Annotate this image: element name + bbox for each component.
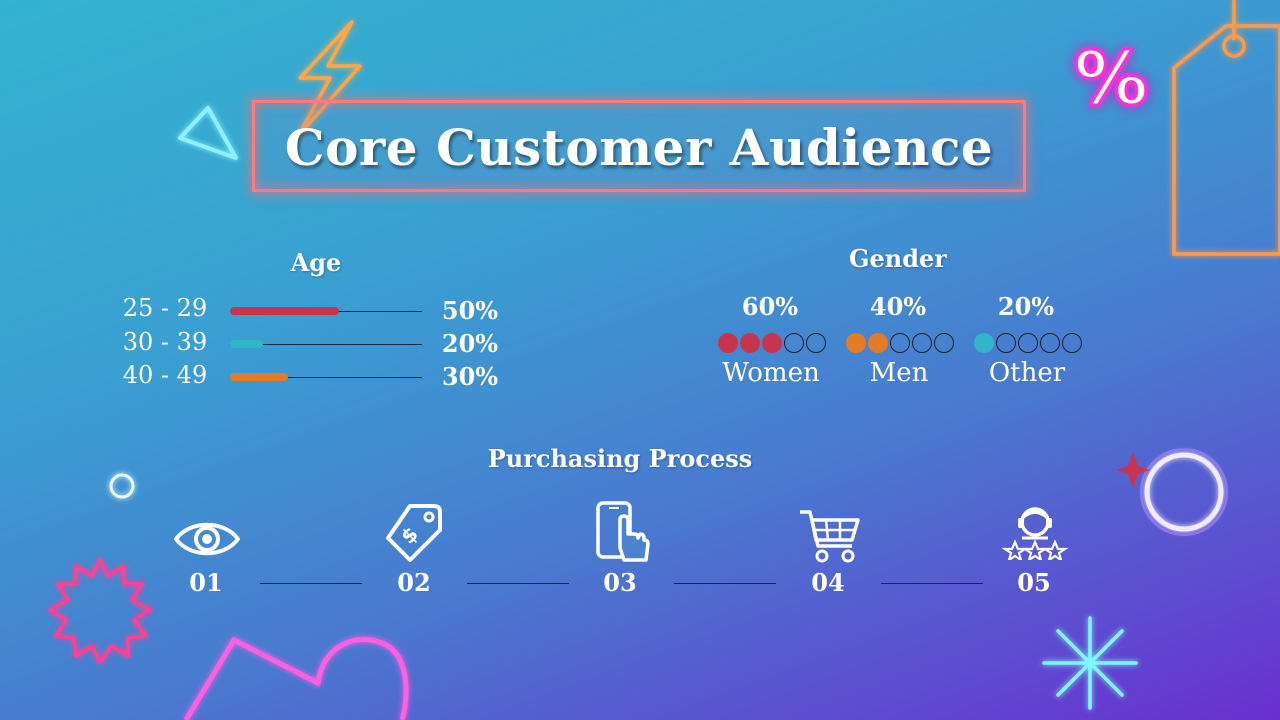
process-heading: Purchasing Process	[487, 444, 753, 473]
age-bar-fill	[230, 373, 288, 381]
empty-dot	[1040, 333, 1060, 353]
gender-label: Women	[722, 358, 820, 388]
age-row-label: 40 - 49	[122, 361, 208, 389]
filled-dot	[974, 333, 994, 353]
small-ring-icon	[109, 473, 135, 499]
shopping-cart-icon	[800, 510, 860, 563]
filled-dot	[762, 333, 782, 353]
empty-dot	[996, 333, 1016, 353]
sparkle-icon	[1116, 452, 1150, 488]
phone-tap-icon	[596, 501, 650, 562]
price-tag-icon: $	[386, 504, 442, 562]
gender-label: Men	[869, 358, 929, 388]
step-connector	[260, 583, 362, 584]
age-row-label: 30 - 39	[122, 328, 208, 356]
age-row-percent: 50%	[441, 296, 499, 325]
empty-dot	[912, 333, 932, 353]
percent-sign-icon: %	[1072, 35, 1149, 124]
step-number: 03	[603, 568, 637, 597]
step-number: 02	[397, 568, 431, 597]
filled-dot	[868, 333, 888, 353]
hanging-tag-icon	[1172, 0, 1280, 256]
step-connector	[881, 583, 983, 584]
customer-rating-icon	[1001, 507, 1069, 560]
age-heading: Age	[290, 248, 342, 277]
gender-heading: Gender	[849, 244, 947, 273]
svg-text:$: $	[396, 522, 423, 549]
asterisk-icon	[1042, 616, 1138, 710]
step-number: 04	[811, 568, 845, 597]
empty-dot	[934, 333, 954, 353]
age-row-percent: 30%	[441, 362, 499, 391]
empty-dot	[1018, 333, 1038, 353]
step-number: 05	[1017, 568, 1051, 597]
age-row-label: 25 - 29	[122, 294, 208, 322]
step-number: 01	[189, 568, 223, 597]
empty-dot	[890, 333, 910, 353]
empty-dot	[806, 333, 826, 353]
empty-dot	[1062, 333, 1082, 353]
gender-percent: 60%	[741, 292, 799, 321]
age-bar-fill	[230, 340, 263, 348]
step-connector	[674, 583, 776, 584]
gender-label: Other	[988, 358, 1066, 388]
step-connector	[467, 583, 569, 584]
age-row-percent: 20%	[441, 329, 499, 358]
title-frame	[252, 100, 1026, 192]
age-bar-fill	[230, 307, 339, 315]
age-bar-track	[230, 344, 422, 345]
ring-icon	[1144, 452, 1224, 532]
gender-percent: 20%	[997, 292, 1055, 321]
filled-dot	[740, 333, 760, 353]
gender-percent: 40%	[869, 292, 927, 321]
empty-dot	[784, 333, 804, 353]
eye-icon	[174, 522, 240, 556]
triangle-icon	[178, 106, 238, 160]
starburst-icon	[48, 558, 152, 664]
filled-dot	[846, 333, 866, 353]
filled-dot	[718, 333, 738, 353]
page-title: Core Customer Audience	[284, 118, 994, 177]
age-bar-track	[230, 377, 422, 378]
lightning-icon	[296, 20, 362, 138]
shopping-bag-icon	[183, 636, 409, 720]
